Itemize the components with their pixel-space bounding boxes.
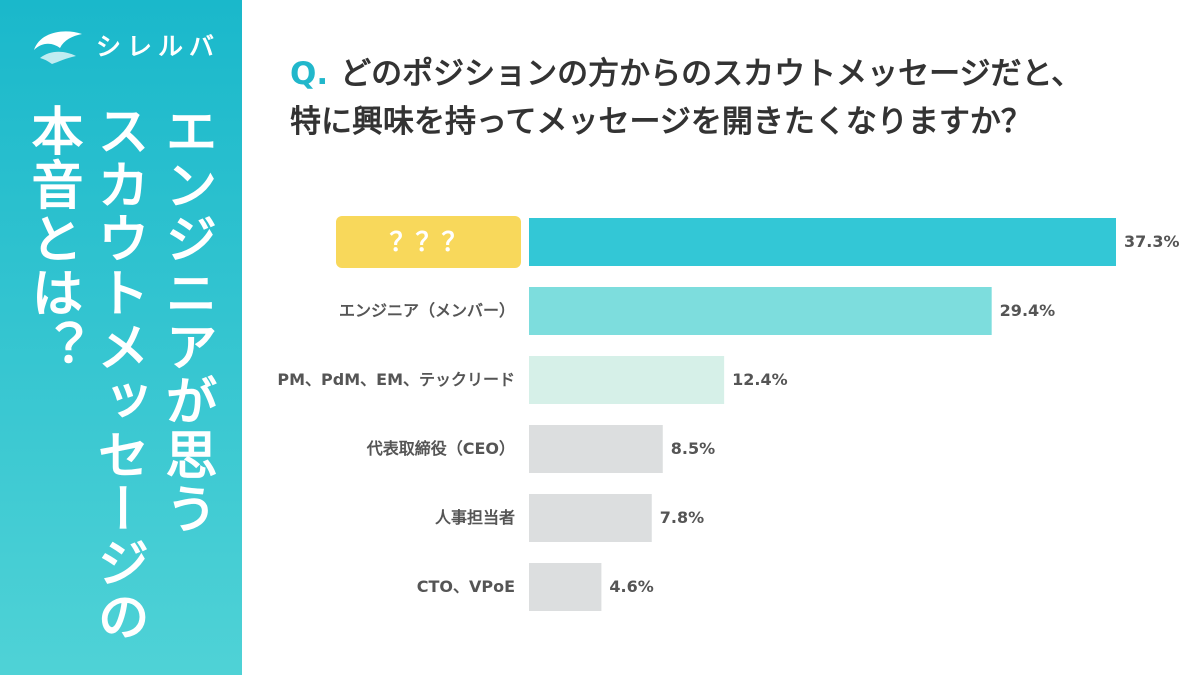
category-label-4: 人事担当者: [435, 508, 515, 527]
logo-mark-icon: [34, 31, 82, 64]
category-label-5: CTO、VPoE: [417, 577, 515, 596]
logo-text: シレルバ: [96, 32, 221, 61]
question-prefix: Q.: [290, 56, 329, 92]
sidebar-heading-line-2: スカウトメッセージの: [88, 104, 148, 644]
sidebar-heading-line-3: 本音とは？: [22, 104, 82, 374]
highlight-label-box: [336, 216, 521, 268]
value-label-4: 7.8%: [660, 508, 704, 527]
value-label-5: 4.6%: [609, 577, 653, 596]
bar-4: [529, 494, 652, 542]
bar-0: [529, 218, 1116, 266]
bar-2: [529, 356, 725, 404]
category-label-3: 代表取締役（CEO）: [366, 439, 515, 458]
question-text-2: 特に興味を持ってメッセージを開きたくなりますか？: [290, 104, 1032, 140]
category-label-2: PM、PdM、EM、テックリード: [277, 370, 515, 389]
question-text-1: どのポジションの方からのスカウトメッセージだと、: [340, 56, 1083, 92]
bar-3: [529, 425, 663, 473]
content-card: Q. どのポジションの方からのスカウトメッセージだと、 特に興味を持ってメッセージ…: [242, 0, 1200, 675]
bar-chart: ？？？ 37.3% エンジニア（メンバー） 29.4% PM、PdM、EM、テックリード…: [277, 216, 1180, 611]
brand-logo: シレルバ: [30, 24, 220, 66]
bar-1: [529, 287, 992, 335]
category-label-0: ？？？: [389, 228, 467, 258]
sidebar: シレルバ エンジニアが思う スカウトメッセージの 本音とは？: [0, 0, 242, 675]
value-label-2: 12.4%: [732, 370, 788, 389]
category-label-1: エンジニア（メンバー）: [339, 301, 515, 320]
sidebar-heading-line-1: エンジニアが思う: [156, 104, 216, 536]
question-line-2: 特に興味を持ってメッセージを開きたくなりますか？: [290, 98, 1160, 146]
bar-5: [529, 563, 602, 611]
value-label-1: 29.4%: [1000, 301, 1056, 320]
question-line-1: Q. どのポジションの方からのスカウトメッセージだと、: [290, 50, 1160, 98]
question-heading: Q. どのポジションの方からのスカウトメッセージだと、 特に興味を持ってメッセージ…: [290, 50, 1160, 146]
value-label-0: 37.3%: [1124, 232, 1180, 251]
value-label-3: 8.5%: [671, 439, 715, 458]
